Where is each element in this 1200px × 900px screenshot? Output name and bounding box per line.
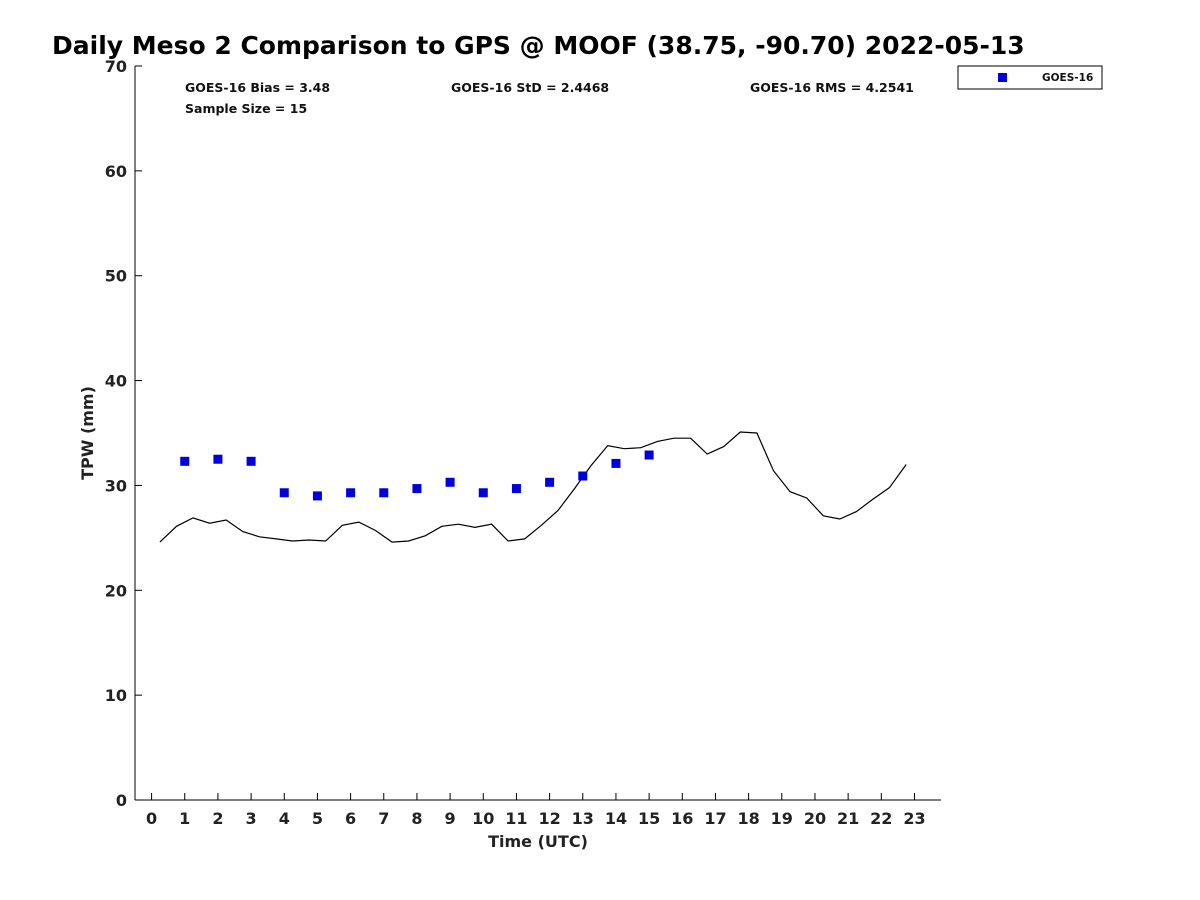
x-tick-label: 16 [671,809,693,828]
x-tick-label: 3 [246,809,257,828]
legend-box [957,65,1103,90]
x-axis-ticks: 0 1 2 3 4 5 6 7 8 9 10 11 12 13 14 15 16 17 18 19 20 21 22 23 [146,793,926,828]
rms-stat: GOES-16 RMS = 4.2541 [750,80,914,95]
x-tick-label: 10 [472,809,494,828]
gps-tpw-line [159,431,907,543]
x-tick-label: 14 [605,809,627,828]
goes16-point [213,454,223,464]
x-tick-label: 23 [903,809,925,828]
legend-marker-square [998,73,1007,82]
x-tick-label: 2 [212,809,223,828]
y-tick-label: 60 [105,162,127,181]
goes16-point [412,484,422,494]
x-tick-label: 9 [445,809,456,828]
goes16-point [246,456,256,466]
goes16-point [545,477,555,487]
goes16-series [180,450,654,501]
y-tick-label: 20 [105,581,127,600]
x-tick-label: 15 [638,809,660,828]
gps-series [159,431,907,543]
y-tick-label: 50 [105,267,127,286]
y-tick-label: 70 [105,57,127,76]
x-tick-label: 6 [345,809,356,828]
std-stat: GOES-16 StD = 2.4468 [451,80,609,95]
y-axis-ticks: 0 10 20 30 40 50 60 70 [105,57,142,810]
x-tick-label: 11 [505,809,527,828]
goes16-point [578,471,588,481]
bias-stat: GOES-16 Bias = 3.48 [185,80,330,95]
legend: GOES-16 [957,65,1103,90]
y-tick-label: 10 [105,686,127,705]
x-tick-label: 21 [837,809,859,828]
sample-size-stat: Sample Size = 15 [185,101,307,116]
x-tick-label: 19 [771,809,793,828]
chart-title: Daily Meso 2 Comparison to GPS @ MOOF (3… [52,31,1025,60]
x-tick-label: 13 [572,809,594,828]
y-tick-label: 30 [105,476,127,495]
stats-panel: GOES-16 Bias = 3.48 GOES-16 StD = 2.4468… [185,80,914,116]
x-tick-label: 5 [312,809,323,828]
goes16-point [611,458,621,468]
x-tick-label: 0 [146,809,157,828]
x-tick-label: 7 [378,809,389,828]
goes16-point [180,456,190,466]
goes16-point [511,484,521,494]
x-tick-label: 4 [279,809,290,828]
x-tick-label: 1 [179,809,190,828]
legend-label-goes16: GOES-16 [1042,72,1093,84]
goes16-point [346,488,356,498]
goes16-point [644,450,654,460]
x-axis-label: Time (UTC) [488,832,588,851]
goes16-point [478,488,488,498]
goes16-point [279,488,289,498]
x-tick-label: 18 [737,809,759,828]
x-tick-label: 20 [804,809,826,828]
y-tick-label: 40 [105,372,127,391]
x-tick-label: 8 [411,809,422,828]
x-tick-label: 17 [704,809,726,828]
x-tick-label: 22 [870,809,892,828]
plot-axes [134,66,941,801]
y-tick-label: 0 [116,791,127,810]
goes16-point [445,477,455,487]
y-axis-label: TPW (mm) [78,386,97,480]
goes16-point [379,488,389,498]
x-tick-label: 12 [538,809,560,828]
goes16-point [312,491,322,501]
